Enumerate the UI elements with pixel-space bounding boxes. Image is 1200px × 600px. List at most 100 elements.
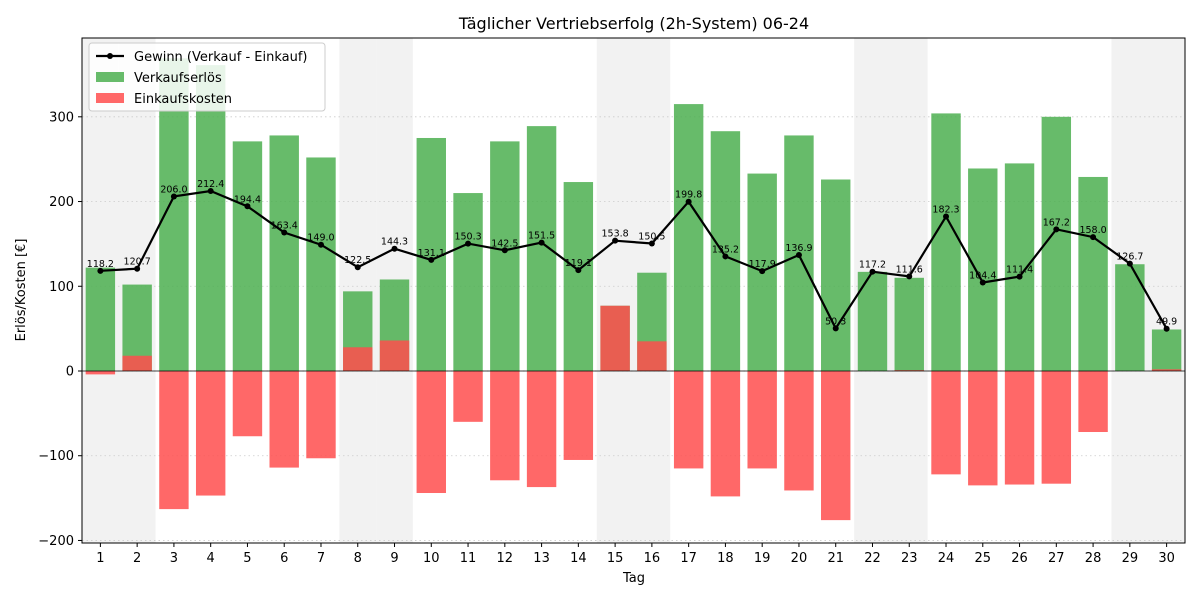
revenue-bar <box>453 193 483 371</box>
profit-point <box>685 198 692 205</box>
profit-point <box>722 253 729 260</box>
cost-bar <box>1078 370 1108 433</box>
cost-bar <box>1041 370 1072 484</box>
profit-data-label: 150.3 <box>454 232 481 243</box>
profit-point <box>1090 234 1097 241</box>
profit-point <box>207 188 214 195</box>
profit-data-label: 149.0 <box>307 233 334 244</box>
cost-bar <box>195 370 226 496</box>
cost-bar <box>710 370 741 497</box>
x-tick-label: 2 <box>133 551 141 566</box>
profit-point <box>501 247 508 254</box>
profit-data-label: 135.2 <box>712 244 739 255</box>
revenue-bar <box>306 157 336 371</box>
x-tick-label: 26 <box>1011 551 1028 566</box>
x-tick-label: 28 <box>1085 551 1102 566</box>
weekend-shade <box>1148 38 1185 543</box>
cost-bar <box>600 305 630 371</box>
legend-label-cost: Einkaufskosten <box>134 92 232 107</box>
cost-bar <box>269 370 299 468</box>
cost-bar <box>416 370 446 494</box>
profit-point <box>1053 226 1060 233</box>
plot-frame <box>81 37 1186 544</box>
x-tick-label: 20 <box>791 551 808 566</box>
revenue-bar <box>710 131 741 371</box>
weekend-shade <box>596 38 634 543</box>
cost-bar <box>563 370 594 460</box>
profit-data-label: 118.2 <box>87 259 114 270</box>
revenue-bar <box>1151 329 1182 371</box>
profit-point <box>428 256 435 263</box>
x-tick-label: 29 <box>1122 551 1139 566</box>
cost-bar <box>490 370 520 481</box>
profit-data-label: 104.4 <box>969 271 996 282</box>
x-tick-label: 23 <box>901 551 918 566</box>
profit-point <box>612 237 619 244</box>
y-tick-label: 100 <box>49 280 74 295</box>
profit-point <box>1016 273 1023 280</box>
y-tick-label: −200 <box>38 534 74 549</box>
cost-bar <box>1004 370 1035 485</box>
profit-data-label: 126.7 <box>1116 252 1143 263</box>
profit-point <box>244 203 251 210</box>
x-tick-label: 30 <box>1158 551 1175 566</box>
profit-data-label: 167.2 <box>1043 217 1070 228</box>
profit-data-label: 117.2 <box>859 260 886 271</box>
profit-point <box>1163 325 1170 332</box>
profit-data-label: 111.6 <box>896 264 923 275</box>
legend-label-profit: Gewinn (Verkauf - Einkauf) <box>134 50 307 65</box>
revenue-bar <box>195 65 226 371</box>
legend: Gewinn (Verkauf - Einkauf) Verkaufserlös… <box>88 42 326 112</box>
x-tick-label: 10 <box>423 551 440 566</box>
x-tick-label: 14 <box>570 551 587 566</box>
profit-data-label: 111.4 <box>1006 265 1033 276</box>
revenue-bar <box>821 179 851 371</box>
profit-data-label: 142.5 <box>491 238 518 249</box>
profit-data-label: 158.0 <box>1079 225 1106 236</box>
profit-point <box>1126 260 1133 267</box>
y-tick-label: −100 <box>38 449 74 464</box>
profit-point <box>281 229 288 236</box>
cost-bar <box>453 370 483 422</box>
legend-swatch-revenue <box>96 72 124 82</box>
cost-bar <box>85 370 116 375</box>
x-axis-label: Tag <box>622 571 645 586</box>
cost-bar <box>379 340 410 371</box>
cost-bar <box>968 370 998 486</box>
cost-bar <box>306 370 336 459</box>
profit-data-label: 212.4 <box>197 179 224 190</box>
profit-data-label: 50.3 <box>825 316 846 327</box>
y-axis-label: Erlös/Kosten [€] <box>14 239 29 342</box>
profit-data-label: 144.3 <box>381 237 408 248</box>
x-tick-label: 13 <box>533 551 550 566</box>
profit-point <box>869 268 876 275</box>
y-tick-label: 0 <box>66 364 74 379</box>
profit-point <box>317 241 324 248</box>
x-tick-label: 17 <box>680 551 697 566</box>
profit-point <box>134 265 141 272</box>
legend-swatch-profit-marker <box>107 53 113 59</box>
y-tick-label: 200 <box>49 195 74 210</box>
chart-title: Täglicher Vertriebserfolg (2h-System) 06… <box>458 14 809 33</box>
cost-bar <box>1151 369 1182 371</box>
x-tick-label: 4 <box>207 551 215 566</box>
x-tick-label: 3 <box>170 551 178 566</box>
x-tick-label: 12 <box>497 551 514 566</box>
legend-box <box>88 42 326 112</box>
x-tick-label: 22 <box>864 551 881 566</box>
weekend-shade <box>339 38 377 543</box>
profit-point <box>759 268 766 275</box>
profit-data-label: 194.4 <box>234 194 261 205</box>
y-tick-label: 300 <box>49 110 74 125</box>
x-tick-label: 6 <box>280 551 288 566</box>
profit-point <box>648 240 655 247</box>
x-tick-label: 11 <box>460 551 477 566</box>
cost-bar <box>747 370 777 469</box>
data-label-layer: 118.2 120.7 206.0 212.4 194.4 163.4 149.0 122.5… <box>87 179 1177 328</box>
revenue-bar <box>673 104 704 371</box>
profit-point <box>906 273 913 280</box>
revenue-bar <box>490 141 520 371</box>
profit-data-label: 151.5 <box>528 231 555 242</box>
